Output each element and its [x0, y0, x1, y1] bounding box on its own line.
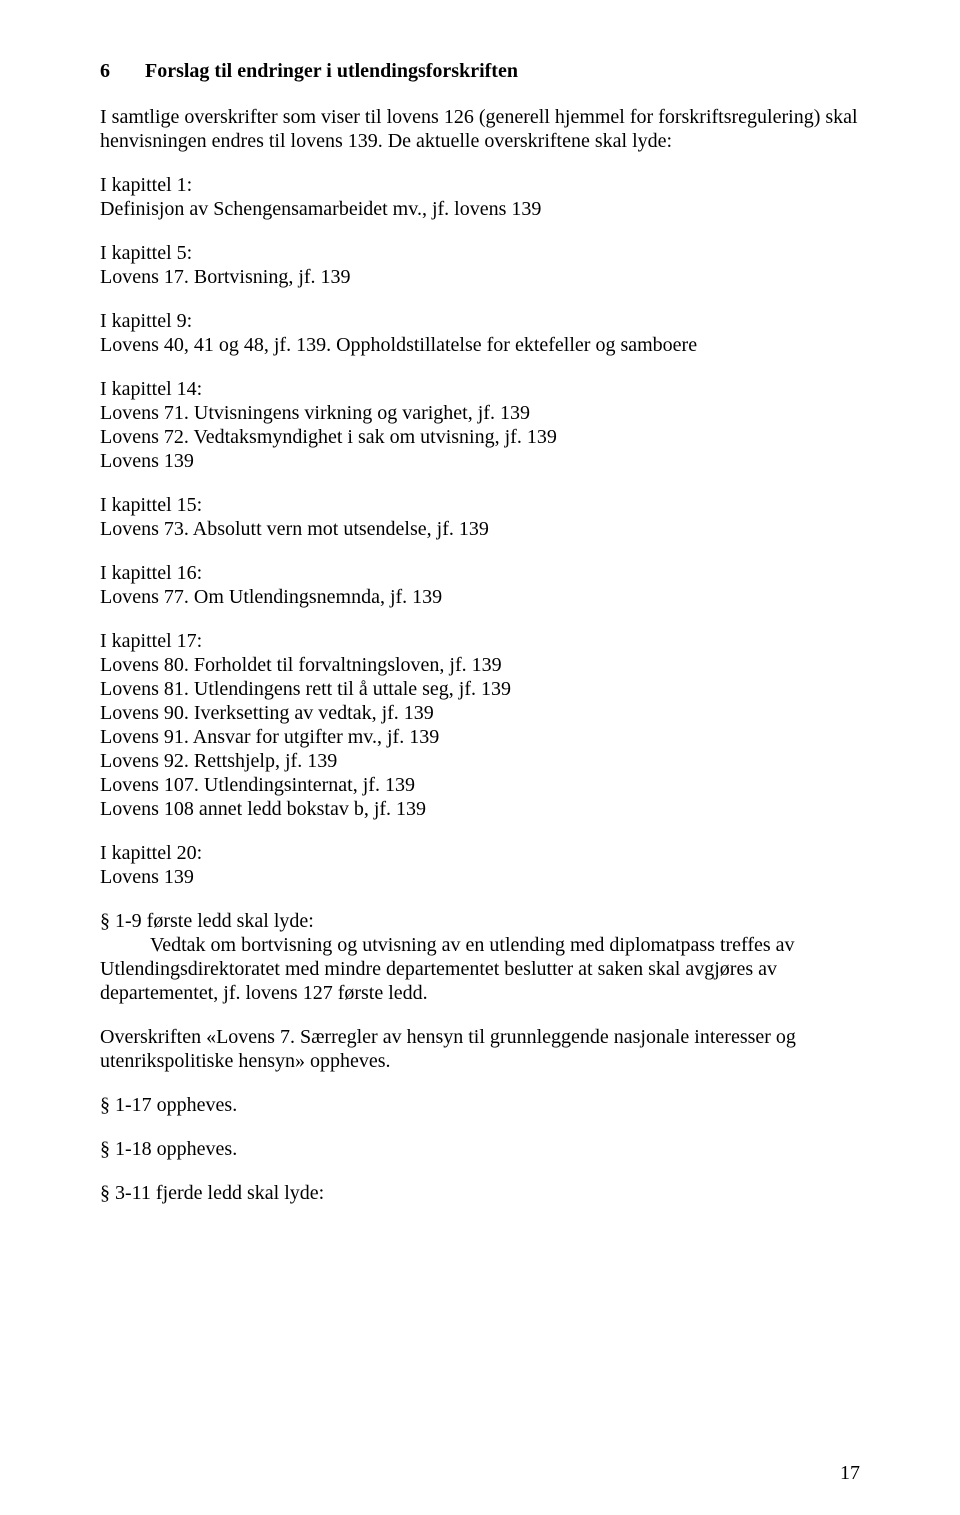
page-number: 17 — [840, 1462, 860, 1485]
kapittel-20-title: I kapittel 20: — [100, 841, 860, 865]
kapittel-17-line7: Lovens 108 annet ledd bokstav b, jf. 139 — [100, 797, 860, 821]
kapittel-9-group: I kapittel 9: Lovens 40, 41 og 48, jf. 1… — [100, 309, 860, 357]
kapittel-17-line2: Lovens 81. Utlendingens rett til å uttal… — [100, 677, 860, 701]
section-1-17: § 1-17 oppheves. — [100, 1093, 860, 1117]
heading-text: Forslag til endringer i utlendingsforskr… — [145, 60, 518, 82]
kapittel-20-line: Lovens 139 — [100, 865, 860, 889]
kapittel-15-group: I kapittel 15: Lovens 73. Absolutt vern … — [100, 493, 860, 541]
heading-number: 6 — [100, 60, 140, 83]
kapittel-17-line5: Lovens 92. Rettshjelp, jf. 139 — [100, 749, 860, 773]
kapittel-20-group: I kapittel 20: Lovens 139 — [100, 841, 860, 889]
overskrift-paragraph: Overskriften «Lovens 7. Særregler av hen… — [100, 1025, 860, 1073]
kapittel-17-line6: Lovens 107. Utlendingsinternat, jf. 139 — [100, 773, 860, 797]
kapittel-16-line: Lovens 77. Om Utlendingsnemnda, jf. 139 — [100, 585, 860, 609]
section-heading: 6 Forslag til endringer i utlendingsfors… — [100, 60, 860, 83]
section-1-18: § 1-18 oppheves. — [100, 1137, 860, 1161]
section-1-9-group: § 1-9 første ledd skal lyde: Vedtak om b… — [100, 909, 860, 1005]
kapittel-17-group: I kapittel 17: Lovens 80. Forholdet til … — [100, 629, 860, 821]
kapittel-9-title: I kapittel 9: — [100, 309, 860, 333]
kapittel-5-title: I kapittel 5: — [100, 241, 860, 265]
section-1-9-title: § 1-9 første ledd skal lyde: — [100, 909, 860, 933]
kapittel-14-line1: Lovens 71. Utvisningens virkning og vari… — [100, 401, 860, 425]
section-1-9-body: Vedtak om bortvisning og utvisning av en… — [100, 933, 860, 1005]
kapittel-1-title: I kapittel 1: — [100, 173, 860, 197]
kapittel-17-title: I kapittel 17: — [100, 629, 860, 653]
kapittel-16-title: I kapittel 16: — [100, 561, 860, 585]
kapittel-17-line4: Lovens 91. Ansvar for utgifter mv., jf. … — [100, 725, 860, 749]
kapittel-17-line1: Lovens 80. Forholdet til forvaltningslov… — [100, 653, 860, 677]
document-page: 6 Forslag til endringer i utlendingsfors… — [0, 0, 960, 1515]
kapittel-14-line2: Lovens 72. Vedtaksmyndighet i sak om utv… — [100, 425, 860, 449]
kapittel-14-group: I kapittel 14: Lovens 71. Utvisningens v… — [100, 377, 860, 473]
kapittel-16-group: I kapittel 16: Lovens 77. Om Utlendingsn… — [100, 561, 860, 609]
kapittel-9-line: Lovens 40, 41 og 48, jf. 139. Oppholdsti… — [100, 333, 860, 357]
intro-paragraph: I samtlige overskrifter som viser til lo… — [100, 105, 860, 153]
kapittel-14-title: I kapittel 14: — [100, 377, 860, 401]
kapittel-1-group: I kapittel 1: Definisjon av Schengensama… — [100, 173, 860, 221]
kapittel-15-line: Lovens 73. Absolutt vern mot utsendelse,… — [100, 517, 860, 541]
kapittel-15-title: I kapittel 15: — [100, 493, 860, 517]
kapittel-5-group: I kapittel 5: Lovens 17. Bortvisning, jf… — [100, 241, 860, 289]
kapittel-1-line: Definisjon av Schengensamarbeidet mv., j… — [100, 197, 860, 221]
kapittel-14-line3: Lovens 139 — [100, 449, 860, 473]
kapittel-17-line3: Lovens 90. Iverksetting av vedtak, jf. 1… — [100, 701, 860, 725]
kapittel-5-line: Lovens 17. Bortvisning, jf. 139 — [100, 265, 860, 289]
section-3-11: § 3-11 fjerde ledd skal lyde: — [100, 1181, 860, 1205]
